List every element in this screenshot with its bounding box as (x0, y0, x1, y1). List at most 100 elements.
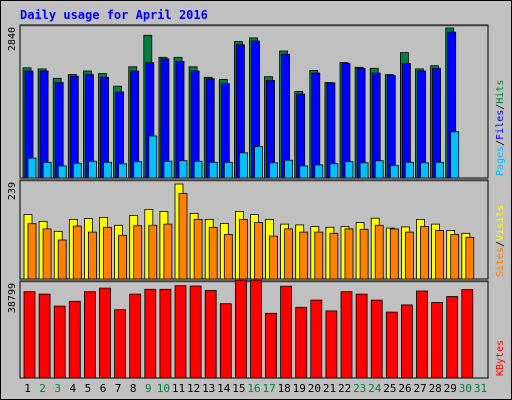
files-bar (54, 82, 64, 179)
y-axis-label-hits: Hits (495, 80, 506, 104)
kbytes-bar (385, 311, 398, 379)
y-axis-series-label: Sites/Visits (495, 205, 506, 277)
pages-bar (269, 162, 278, 179)
day-label: 24 (368, 382, 382, 395)
sites-bar (178, 193, 188, 280)
pages-bar (118, 163, 127, 179)
kbytes-bar (325, 310, 338, 379)
kbytes-bar (38, 293, 51, 379)
kbytes-bar (310, 299, 323, 379)
kbytes-bar (250, 279, 262, 379)
day-label: 15 (232, 382, 245, 395)
sites-bar (72, 225, 82, 280)
sites-bar (374, 224, 384, 280)
pages-bar (344, 161, 354, 179)
day-axis-labels: 1 2 3 4 5 6 7 8 9 10 11 12 13 14 15 16 17 18 19 20 21 22 23 24 2… (24, 382, 487, 395)
day-label: 30 (459, 382, 472, 395)
pages-bar (329, 163, 339, 179)
kbytes-bar (234, 279, 247, 379)
pages-bar (359, 162, 369, 179)
pages-bar (42, 161, 52, 179)
pages-bar (238, 152, 248, 179)
y-axis-label-sites: Sites (495, 247, 506, 277)
sites-bar (465, 236, 475, 280)
day-label: 13 (202, 382, 215, 395)
y-axis-label-pages: Pages (495, 146, 506, 176)
kbytes-bar (219, 303, 232, 379)
sites-bar (269, 235, 278, 280)
pages-bar (27, 157, 37, 179)
day-label: 31 (474, 382, 487, 395)
kbytes-bar (265, 312, 277, 379)
day-label: 2 (39, 382, 46, 395)
day-label: 19 (293, 382, 306, 395)
day-label: 4 (69, 382, 76, 395)
y-axis-label-separator: / (495, 241, 506, 247)
sites-bar (435, 230, 445, 280)
sites-bar (57, 239, 67, 280)
pages-bar (389, 164, 399, 179)
kbytes-bar (68, 300, 81, 379)
pages-bar (163, 160, 173, 179)
visits-sites-panel: 239 Sites/Visits (7, 179, 506, 280)
kbytes-bar (204, 290, 217, 379)
sites-bar (450, 234, 460, 280)
sites-bar (420, 226, 429, 280)
files-bar (296, 93, 306, 179)
y-axis-series-label: KBytes (495, 340, 506, 376)
day-label: 11 (172, 382, 185, 395)
sites-bar (88, 231, 97, 280)
sites-bar (163, 223, 173, 280)
files-bar (341, 63, 351, 179)
kbytes-bar (53, 305, 66, 379)
day-label: 28 (429, 382, 442, 395)
sites-bar (27, 223, 37, 280)
kbytes-bar (129, 293, 142, 379)
pages-bar (133, 161, 143, 179)
files-bar (281, 53, 291, 179)
y-axis-label-visits: Visits (495, 205, 506, 241)
pages-bar (435, 161, 445, 179)
kbytes-bar (189, 285, 202, 379)
day-label: 23 (353, 382, 366, 395)
pages-bar (299, 165, 309, 179)
pages-bar (223, 161, 233, 179)
pages-bar (404, 161, 414, 179)
day-label: 27 (413, 382, 426, 395)
y-axis-label-files: Files (495, 110, 506, 140)
sites-bar (133, 225, 143, 280)
kbytes-panel: 38799 KBytes (7, 279, 506, 379)
kbytes-bar (84, 291, 96, 379)
kbytes-bar (23, 291, 36, 379)
sites-bar (389, 228, 399, 280)
sites-bar (223, 234, 233, 280)
day-label: 6 (100, 382, 107, 395)
sites-bar (208, 226, 218, 280)
y-axis-max-tick: 239 (7, 182, 18, 200)
day-label: 12 (187, 382, 200, 395)
sites-bar (103, 226, 112, 280)
pages-bar (72, 162, 82, 179)
files-bar (417, 70, 426, 179)
y-axis-label-separator: / (495, 104, 506, 110)
kbytes-bar (144, 288, 157, 379)
day-label: 22 (338, 382, 351, 395)
kbytes-bar (159, 288, 172, 379)
day-label: 26 (398, 382, 411, 395)
sites-bar (329, 232, 339, 280)
y-axis-label-separator: / (495, 140, 506, 146)
kbytes-bar (280, 285, 293, 379)
pages-bar (284, 159, 294, 179)
pages-bar (254, 146, 263, 179)
files-bar (386, 75, 396, 179)
files-bar (69, 75, 79, 179)
kbytes-bar (174, 285, 187, 379)
y-axis-series-label: Pages/Files/Hits (495, 80, 506, 176)
day-label: 8 (130, 382, 137, 395)
sites-bar (299, 231, 309, 280)
kbytes-bar (340, 291, 353, 379)
day-label: 10 (157, 382, 170, 395)
pages-bar (374, 160, 384, 179)
